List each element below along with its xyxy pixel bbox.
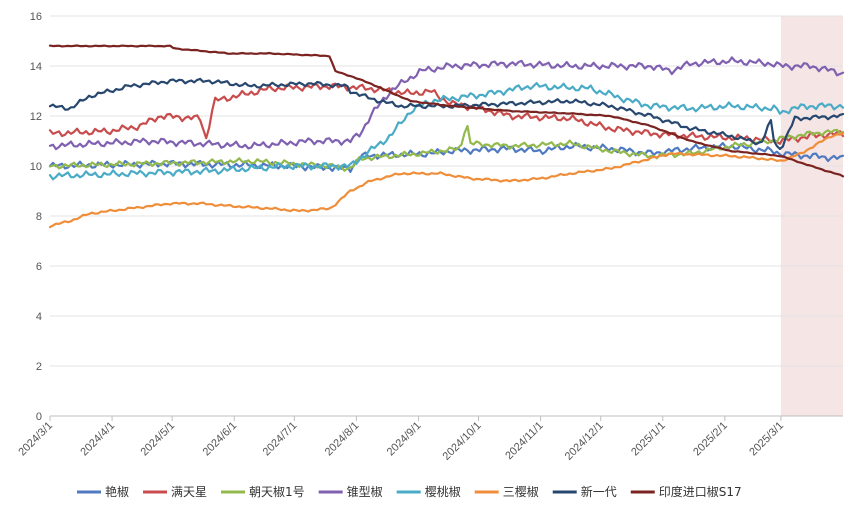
y-tick-label: 4 — [36, 311, 42, 323]
legend-item[interactable]: 锥型椒 — [318, 485, 383, 499]
legend-item[interactable]: 印度进口椒S17 — [630, 484, 742, 499]
x-tick-label: 2025/2/1 — [691, 420, 730, 459]
y-tick-label: 8 — [36, 211, 42, 223]
x-tick-label: 2024/11/1 — [503, 420, 546, 463]
legend-label: 印度进口椒S17 — [659, 484, 742, 499]
x-tick-label: 2024/6/1 — [201, 420, 240, 459]
series-line-5 — [48, 131, 845, 229]
legend-item[interactable]: 樱桃椒 — [396, 484, 461, 499]
legend-label: 朝天椒1号 — [249, 485, 305, 499]
x-tick-label: 2024/8/1 — [323, 420, 362, 459]
series-lines — [48, 44, 845, 229]
legend-item[interactable]: 艳椒 — [77, 484, 129, 499]
series-line-7 — [48, 44, 845, 178]
legend-item[interactable]: 三樱椒 — [474, 484, 539, 499]
legend-label: 三樱椒 — [503, 484, 539, 499]
legend-label: 新一代 — [581, 484, 617, 499]
y-tick-label: 2 — [36, 361, 42, 373]
x-tick-label: 2024/4/1 — [78, 420, 117, 459]
y-tick-label: 14 — [30, 61, 42, 73]
y-tick-label: 12 — [30, 111, 42, 123]
legend-label: 满天星 — [171, 485, 207, 499]
x-tick-label: 2024/7/1 — [261, 420, 300, 459]
legend-label: 锥型椒 — [347, 485, 383, 499]
series-line-4 — [48, 81, 845, 181]
legend-item[interactable]: 新一代 — [552, 484, 617, 499]
x-tick-label: 2025/3/1 — [747, 420, 786, 459]
legend-label: 樱桃椒 — [425, 484, 461, 499]
x-tick-label: 2024/10/1 — [441, 420, 484, 463]
x-tick-label: 2025/1/1 — [629, 420, 668, 459]
gridlines — [50, 15, 843, 367]
legend[interactable]: 艳椒 满天星 朝天椒1号 锥型椒 樱桃椒 三樱椒 新一代 印度进口椒S17 — [77, 484, 742, 499]
legend-item[interactable]: 朝天椒1号 — [221, 485, 305, 499]
x-tick-label: 2024/9/1 — [385, 420, 424, 459]
series-line-3 — [48, 56, 845, 151]
legend-label: 艳椒 — [105, 484, 129, 499]
legend-item[interactable]: 满天星 — [143, 485, 207, 499]
y-tick-label: 10 — [30, 161, 42, 173]
y-tick-label: 16 — [30, 11, 42, 23]
x-tick-label: 2024/12/1 — [563, 420, 606, 463]
axes: 0 2 4 6 8 10 12 14 16 2024/3/1 2024/4/1 2024/5/1 202… — [16, 11, 843, 463]
x-tick-label: 2024/5/1 — [139, 420, 178, 459]
series-line-2 — [48, 124, 845, 172]
x-tick-label: 2024/3/1 — [16, 420, 55, 459]
y-tick-label: 6 — [36, 261, 42, 273]
y-tick-label: 0 — [36, 411, 42, 423]
